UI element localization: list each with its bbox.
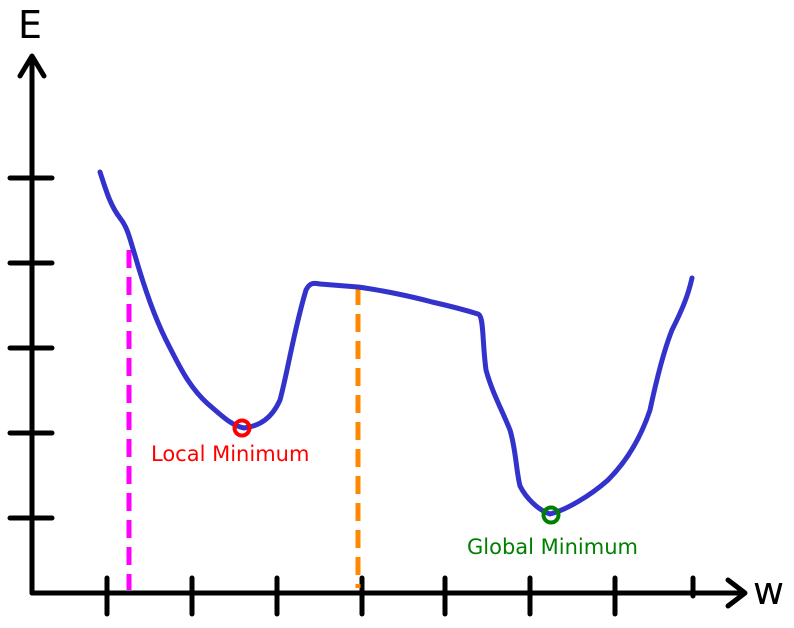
local-minimum-label: Local Minimum xyxy=(151,442,309,466)
local-minimum-marker xyxy=(232,418,252,438)
x-ticks xyxy=(104,575,696,617)
global-minimum-marker xyxy=(541,505,561,525)
y-ticks xyxy=(7,175,55,521)
global-minimum-label: Global Minimum xyxy=(467,535,638,559)
x-axis-arrowhead xyxy=(725,577,748,609)
x-axis-label: w xyxy=(753,569,784,613)
y-axis-arrowhead xyxy=(17,53,47,79)
energy-curve xyxy=(97,169,695,517)
y-axis-label: E xyxy=(18,3,42,47)
